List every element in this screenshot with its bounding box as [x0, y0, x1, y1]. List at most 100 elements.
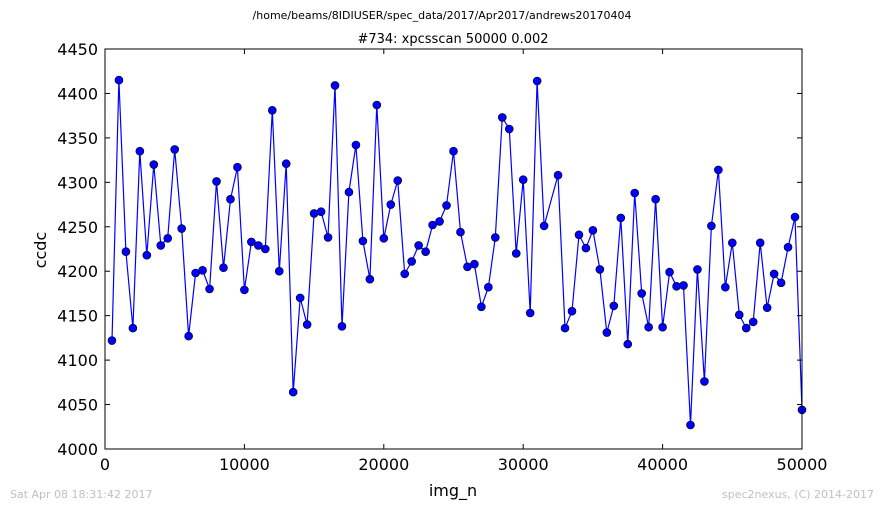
- y-tick-label: 4000: [57, 440, 98, 459]
- data-point: [707, 221, 716, 231]
- data-point: [288, 387, 298, 397]
- data-point: [783, 242, 793, 252]
- data-point: [755, 238, 765, 248]
- data-point: [421, 247, 430, 256]
- data-point: [637, 289, 646, 298]
- data-point: [651, 194, 660, 204]
- data-point: [393, 176, 403, 185]
- data-point: [776, 278, 786, 288]
- footer-timestamp: Sat Apr 08 18:31:42 2017: [10, 488, 153, 501]
- y-tick-label: 4100: [57, 351, 98, 370]
- file-path-header: /home/beams/8IDIUSER/spec_data/2017/Apr2…: [252, 9, 632, 22]
- data-point: [274, 266, 284, 276]
- data-point: [686, 420, 695, 430]
- data-point: [623, 339, 633, 349]
- series-layer: [107, 75, 807, 430]
- data-point: [114, 75, 124, 85]
- x-tick-label: 50000: [777, 455, 828, 474]
- data-point: [261, 244, 270, 254]
- data-point: [574, 230, 584, 240]
- y-tick-label: 4350: [57, 129, 98, 148]
- data-point: [602, 328, 612, 337]
- data-point: [609, 301, 619, 311]
- data-point: [734, 310, 744, 320]
- data-point: [741, 323, 751, 333]
- data-point: [679, 281, 688, 290]
- data-point: [316, 207, 326, 216]
- data-point: [442, 201, 451, 210]
- data-point: [351, 140, 361, 150]
- data-point: [532, 76, 542, 86]
- data-point: [477, 302, 486, 312]
- data-point: [560, 323, 570, 333]
- data-point: [323, 233, 333, 242]
- data-point: [107, 336, 117, 345]
- x-tick-label: 40000: [637, 455, 688, 474]
- data-point: [379, 234, 389, 243]
- y-tick-label: 4450: [57, 40, 98, 59]
- axis-layer: 0 10000 20000 30000 40000 50000 4000 4050 4100 41…: [57, 40, 827, 474]
- data-point: [525, 308, 535, 318]
- data-point: [414, 241, 423, 250]
- data-point: [198, 266, 207, 275]
- data-point: [184, 331, 193, 341]
- data-point: [177, 224, 186, 233]
- data-point: [714, 165, 723, 175]
- data-point: [386, 200, 396, 209]
- data-point: [658, 322, 667, 332]
- x-tick-label: 0: [100, 455, 110, 474]
- x-tick-label: 10000: [219, 455, 270, 474]
- x-tick-label: 30000: [498, 455, 549, 474]
- data-point: [121, 247, 131, 256]
- data-point: [254, 241, 263, 250]
- data-point: [212, 177, 221, 186]
- series-line: [111, 80, 803, 426]
- data-point: [295, 293, 305, 303]
- data-point: [142, 250, 152, 260]
- data-point: [400, 269, 410, 279]
- data-point: [539, 221, 549, 231]
- data-point: [149, 160, 159, 169]
- data-point: [337, 322, 347, 331]
- data-point: [491, 233, 500, 242]
- data-point: [518, 175, 528, 184]
- data-point: [553, 170, 563, 180]
- plot-frame: [104, 48, 803, 450]
- data-point: [748, 317, 758, 327]
- data-point: [497, 113, 507, 122]
- data-point: [240, 285, 249, 295]
- data-point: [504, 124, 514, 134]
- data-point: [567, 306, 577, 316]
- data-point: [233, 162, 242, 172]
- data-point: [226, 194, 235, 204]
- data-point: [358, 236, 368, 246]
- y-tick-label: 4400: [57, 84, 98, 103]
- data-point: [163, 234, 173, 243]
- footer-credit: spec2nexus, (C) 2014-2017: [722, 488, 874, 501]
- y-tick-label: 4300: [57, 173, 98, 192]
- data-point: [344, 187, 354, 197]
- data-point: [365, 274, 375, 284]
- data-point: [616, 213, 626, 223]
- data-point: [790, 212, 800, 222]
- data-point: [630, 188, 640, 198]
- data-point: [484, 282, 493, 292]
- data-point: [247, 237, 256, 247]
- y-tick-label: 4050: [57, 396, 98, 415]
- data-point: [128, 323, 138, 333]
- y-tick-label: 4250: [57, 218, 98, 237]
- y-tick-label: 4150: [57, 307, 98, 326]
- data-point: [330, 81, 340, 90]
- data-point: [435, 217, 444, 226]
- data-point: [693, 265, 702, 274]
- data-point: [456, 227, 465, 237]
- data-point: [428, 220, 437, 230]
- chart-title: #734: xpcsscan 50000 0.002: [357, 32, 548, 47]
- data-point: [449, 146, 458, 156]
- data-point: [700, 377, 709, 386]
- data-point: [644, 322, 653, 332]
- data-point: [219, 263, 228, 272]
- data-point: [665, 267, 674, 277]
- x-tick-label: 20000: [358, 455, 409, 474]
- data-point: [511, 249, 521, 258]
